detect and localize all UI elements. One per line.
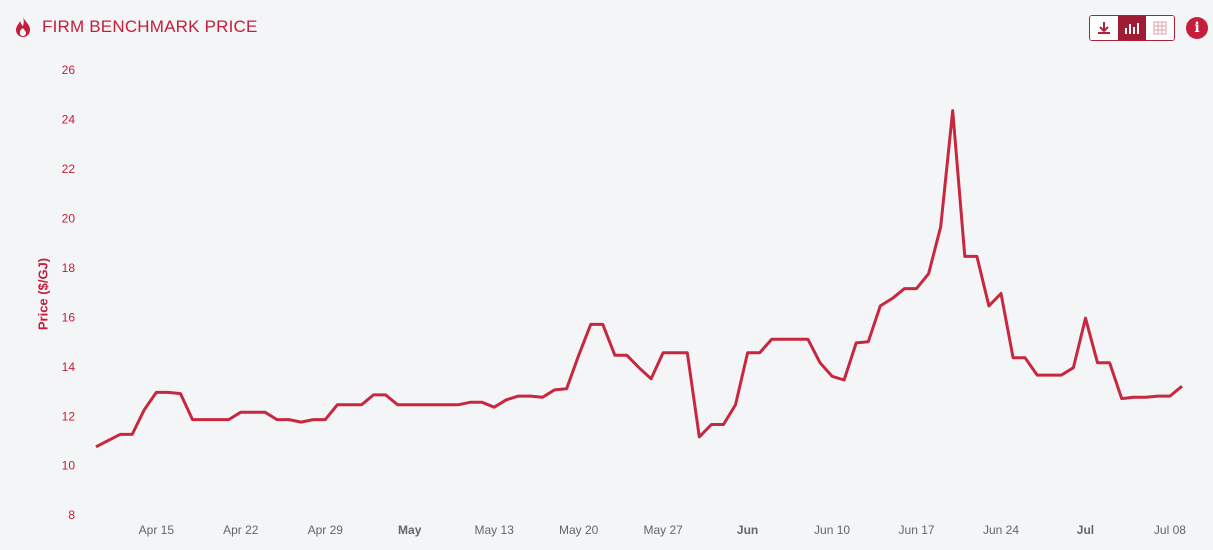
- x-tick-label: Jul 08: [1154, 523, 1186, 537]
- x-tick-label: Jun 24: [983, 523, 1019, 537]
- y-tick-label: 12: [62, 409, 76, 423]
- x-tick-label: May 20: [559, 523, 599, 537]
- y-tick-label: 24: [62, 113, 76, 127]
- y-tick-label: 10: [62, 459, 76, 473]
- x-tick-label: Apr 29: [308, 523, 344, 537]
- y-tick-label: 22: [62, 162, 76, 176]
- y-tick-label: 20: [62, 212, 76, 226]
- x-tick-label: Jun 10: [814, 523, 850, 537]
- x-tick-label: May 27: [643, 523, 683, 537]
- chart-view-button[interactable]: [1118, 16, 1146, 40]
- y-tick-label: 26: [62, 63, 76, 77]
- y-tick-label: 16: [62, 310, 76, 324]
- toolbar: [1089, 15, 1175, 41]
- x-tick-label: May: [398, 523, 422, 537]
- x-tick-label: Jun: [737, 523, 758, 537]
- x-tick-label: Apr 22: [223, 523, 259, 537]
- y-axis-label: Price ($/GJ): [35, 258, 50, 330]
- x-tick-label: Jul: [1077, 523, 1094, 537]
- x-tick-label: May 13: [475, 523, 515, 537]
- info-button[interactable]: i: [1186, 17, 1208, 39]
- y-tick-label: 8: [68, 508, 75, 522]
- x-tick-label: Jun 17: [899, 523, 935, 537]
- x-tick-label: Apr 15: [139, 523, 175, 537]
- y-tick-label: 14: [62, 360, 76, 374]
- flame-icon: [16, 17, 30, 37]
- y-tick-label: 18: [62, 261, 76, 275]
- download-button[interactable]: [1090, 16, 1118, 40]
- header: FIRM BENCHMARK PRICE: [14, 16, 258, 38]
- price-line: [95, 109, 1183, 449]
- table-view-button[interactable]: [1146, 16, 1174, 40]
- title: FIRM BENCHMARK PRICE: [42, 17, 258, 36]
